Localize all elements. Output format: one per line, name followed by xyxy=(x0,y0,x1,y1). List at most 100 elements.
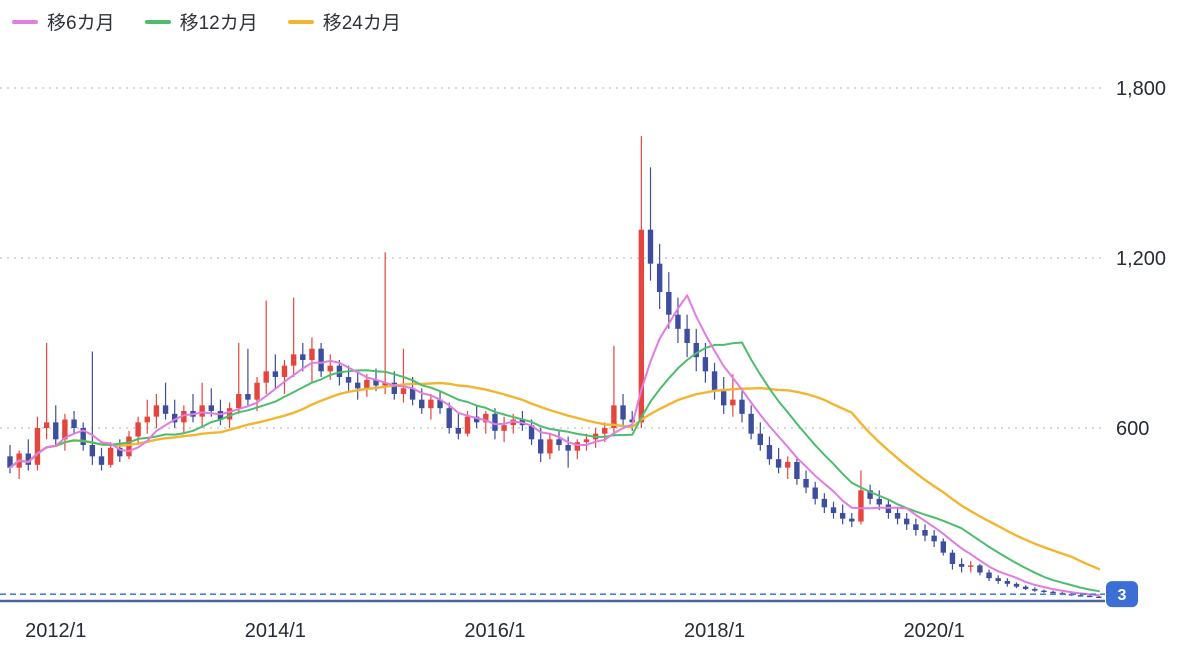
candlestick xyxy=(785,456,791,479)
candlestick xyxy=(748,405,754,440)
candlestick xyxy=(62,413,68,451)
candlestick xyxy=(620,394,626,426)
legend-item-ma24[interactable]: 移24カ月 xyxy=(287,8,401,35)
candlestick xyxy=(309,337,315,383)
candlestick xyxy=(803,470,809,494)
candlestick xyxy=(53,405,59,445)
candlestick xyxy=(1004,578,1011,587)
candlestick xyxy=(153,394,160,428)
candlestick xyxy=(547,433,553,460)
legend-label: 移6カ月 xyxy=(47,13,115,34)
x-axis-label: 2020/1 xyxy=(904,620,965,642)
candlestick xyxy=(931,530,937,547)
y-axis-label: 600 xyxy=(1116,418,1149,440)
candlestick xyxy=(190,394,196,423)
candlestick xyxy=(25,439,31,471)
candlestick xyxy=(739,391,745,423)
candlestick xyxy=(455,413,462,440)
candlestick xyxy=(181,405,187,434)
legend-label: 移12カ月 xyxy=(179,13,258,34)
candlestick xyxy=(7,445,13,474)
ma-line-24 xyxy=(8,381,1101,571)
candlestick xyxy=(867,484,873,505)
candlestick xyxy=(949,549,956,570)
x-axis-label: 2016/1 xyxy=(464,620,525,642)
legend-label: 移24カ月 xyxy=(322,13,401,34)
current-price-badge xyxy=(1106,581,1138,608)
candlestick xyxy=(172,399,178,428)
candlestick xyxy=(144,399,150,434)
candlestick xyxy=(98,447,105,471)
y-axis-label: 1,800 xyxy=(1116,78,1166,100)
candlestick xyxy=(977,564,983,576)
candlestick xyxy=(107,442,114,468)
x-axis-label: 2012/1 xyxy=(25,620,86,642)
candlestick xyxy=(830,501,837,519)
candlestick xyxy=(611,345,617,437)
candlestick xyxy=(501,416,507,443)
candlestick xyxy=(656,243,663,309)
candlestick xyxy=(272,354,279,389)
legend-item-ma12[interactable]: 移12カ月 xyxy=(144,8,258,35)
candlestick xyxy=(839,504,846,525)
candlestick xyxy=(428,394,434,420)
candlestick xyxy=(574,439,580,460)
candlestick xyxy=(922,524,928,542)
candlestick xyxy=(538,428,544,462)
candlestick xyxy=(446,402,452,434)
candlestick xyxy=(236,343,242,414)
candlestick xyxy=(958,558,965,573)
candlestick xyxy=(995,575,1001,584)
candlestick xyxy=(730,374,736,417)
candlestick xyxy=(528,419,535,445)
ma-line-6 xyxy=(9,294,1100,597)
candlestick xyxy=(1096,596,1102,598)
candlestick xyxy=(135,416,141,445)
candlestick xyxy=(71,411,77,434)
y-axis-label: 1,200 xyxy=(1116,248,1166,270)
candlestick xyxy=(1013,582,1020,589)
candlestick xyxy=(638,136,645,428)
candlestick xyxy=(794,456,800,485)
candlestick xyxy=(675,297,681,343)
candlestick xyxy=(245,348,251,406)
candlestick xyxy=(666,272,672,329)
candlestick xyxy=(34,416,41,471)
candlestick xyxy=(647,167,654,281)
candlestick xyxy=(684,314,690,358)
candlestick xyxy=(702,343,709,383)
candlestick xyxy=(43,343,50,440)
candlestick xyxy=(162,382,169,420)
legend-item-ma6[interactable]: 移6カ月 xyxy=(12,8,115,35)
candlestick xyxy=(1041,589,1047,593)
candlestick xyxy=(208,388,214,417)
candlestick xyxy=(199,382,205,428)
legend: 移6カ月 移12カ月 移24カ月 xyxy=(12,8,401,35)
candlestick xyxy=(263,300,269,394)
candlestick xyxy=(968,561,974,573)
candlestick xyxy=(556,430,562,451)
candlestick xyxy=(80,422,86,451)
candlestick xyxy=(821,493,828,513)
candlestick xyxy=(721,377,727,414)
candlestick xyxy=(904,513,910,530)
candlestick xyxy=(281,360,288,394)
legend-swatch xyxy=(12,19,38,24)
candlestick xyxy=(1032,587,1038,592)
candlestick xyxy=(1087,595,1093,598)
candlestick xyxy=(775,447,782,474)
candlestick xyxy=(913,518,919,536)
candlestick xyxy=(757,422,763,451)
candlestick xyxy=(355,371,361,400)
candlestick xyxy=(409,377,416,406)
legend-swatch xyxy=(287,19,314,24)
candlestick xyxy=(1022,585,1029,591)
ma-line-12 xyxy=(9,341,1100,593)
candlestick xyxy=(693,328,699,372)
candlestick xyxy=(812,481,818,505)
candlestick xyxy=(483,411,489,434)
candlestick xyxy=(16,450,22,479)
candlestick xyxy=(217,399,224,426)
candlestick xyxy=(382,252,388,394)
x-axis-label: 2018/1 xyxy=(684,620,745,642)
